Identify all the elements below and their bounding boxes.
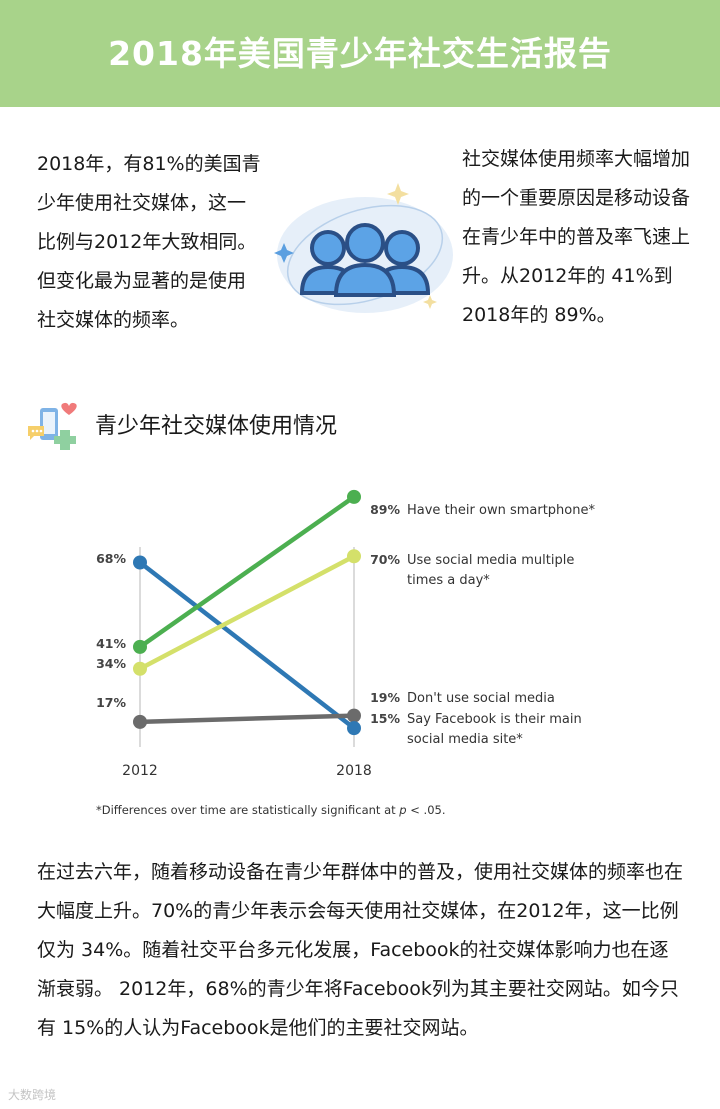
start-value-label: 34% — [96, 656, 126, 671]
page-title: 2018年美国青少年社交生活报告 — [108, 34, 612, 73]
start-value-label: 41% — [96, 636, 126, 651]
end-value-label: 19% — [370, 690, 400, 705]
header-banner: 2018年美国青少年社交生活报告 — [0, 0, 720, 107]
data-point — [347, 708, 361, 723]
series-name-label: Use social media multiple times a day* — [407, 553, 574, 588]
intro-left-text: 2018年，有81%的美国青少年使用社交媒体，这一比例与2012年大致相同。但变… — [37, 153, 261, 331]
intro-right-text: 社交媒体使用频率大幅增加的一个重要原因是移动设备在青少年中的普及率飞速上升。从2… — [462, 148, 691, 326]
body-text: 在过去六年，随着移动设备在青少年群体中的普及，使用社交媒体的频率也在大幅度上升。… — [37, 861, 684, 1039]
series-name-label: Have their own smartphone* — [407, 503, 595, 518]
social-chat-icon — [28, 402, 77, 450]
line-chart: 2012 2018 41% 34% 17% 68% 89% Have their own sm… — [96, 489, 595, 817]
data-point — [133, 661, 147, 676]
x-tick-label: 2012 — [122, 763, 158, 779]
series-name-label: Say Facebook is their main social media s… — [407, 712, 582, 747]
end-value-label: 70% — [370, 552, 400, 567]
data-point — [133, 639, 147, 654]
start-value-label: 68% — [96, 551, 126, 566]
series-line — [137, 554, 357, 671]
data-point — [133, 714, 147, 729]
data-point — [133, 555, 147, 570]
data-point — [347, 549, 361, 564]
watermark-logo: 大数跨境 — [8, 1088, 57, 1102]
series-line — [137, 713, 357, 725]
data-point — [347, 721, 361, 736]
start-value-label: 17% — [96, 695, 126, 710]
x-tick-label: 2018 — [336, 763, 372, 779]
section-title: 青少年社交媒体使用情况 — [95, 414, 338, 439]
people-group-icon — [274, 183, 453, 313]
end-value-label: 89% — [370, 502, 400, 517]
series-line — [137, 560, 357, 731]
data-point — [347, 489, 361, 504]
series-name-label: Don't use social media — [407, 691, 555, 706]
end-value-label: 15% — [370, 711, 400, 726]
chart-footnote: *Differences over time are statistically… — [96, 803, 446, 817]
series-line — [137, 494, 357, 650]
